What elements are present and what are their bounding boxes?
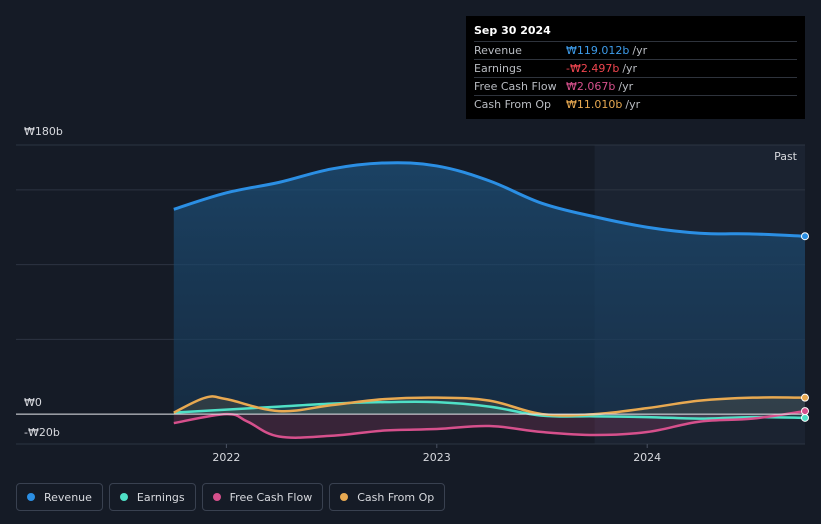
legend-dot-icon [119, 493, 128, 501]
legend-dot-icon [27, 493, 35, 501]
x-tick-label: 2023 [423, 451, 451, 464]
legend-label: Revenue [44, 490, 92, 504]
y-tick-label: ₩180b [24, 125, 63, 138]
tooltip-unit: /yr [622, 62, 638, 75]
legend: Revenue Earnings Free Cash Flow Cash Fro… [16, 483, 446, 511]
free-cash-flow-end-point [801, 407, 809, 416]
legend-dot-icon [212, 493, 221, 501]
revenue-end-point [801, 232, 809, 241]
tooltip-label: Revenue [474, 44, 522, 57]
chart-area: Past ₩180b ₩0 -₩20b 2022 2023 2024 [16, 125, 809, 464]
tooltip-row-free-cash-flow: Free Cash Flow ₩2.067b /yr [474, 77, 797, 95]
legend-item-cash-from-op[interactable]: Cash From Op [329, 483, 446, 511]
x-tick-label: 2024 [633, 451, 661, 464]
revenue-area [173, 162, 806, 415]
tooltip-unit: /yr [625, 98, 641, 111]
legend-item-free-cash-flow[interactable]: Free Cash Flow [201, 483, 324, 511]
tooltip-row-earnings: Earnings -₩2.497b /yr [474, 59, 797, 77]
legend-label: Earnings [136, 490, 185, 504]
tooltip-value: ₩119.012b [566, 44, 630, 57]
tooltip-label: Free Cash Flow [474, 80, 557, 93]
earnings-line [173, 400, 806, 420]
tooltip-label: Cash From Op [474, 98, 552, 111]
legend-item-revenue[interactable]: Revenue [16, 483, 103, 511]
tooltip-value: ₩2.067b [566, 80, 616, 93]
legend-label: Cash From Op [357, 490, 435, 504]
tooltip-unit: /yr [618, 80, 634, 93]
tooltip-label: Earnings [474, 62, 522, 75]
tooltip: Sep 30 2024 Revenue ₩119.012b /yr Earnin… [466, 16, 805, 119]
past-label: Past [774, 150, 798, 163]
tooltip-row-revenue: Revenue ₩119.012b /yr [474, 41, 797, 59]
earnings-end-point [801, 413, 809, 422]
y-tick-label: -₩20b [24, 426, 60, 439]
legend-dot-icon [340, 493, 349, 501]
cash-from-op-line [173, 395, 806, 417]
x-tick-label: 2022 [212, 451, 240, 464]
free-cash-flow-line [173, 409, 806, 439]
tooltip-row-cash-from-op: Cash From Op ₩11.010b /yr [474, 95, 797, 113]
tooltip-value: -₩2.497b [566, 62, 620, 75]
y-tick-label: ₩0 [24, 396, 42, 409]
tooltip-unit: /yr [632, 44, 648, 57]
legend-item-earnings[interactable]: Earnings [108, 483, 196, 511]
legend-label: Free Cash Flow [229, 490, 313, 504]
cash-from-op-end-point [801, 393, 809, 402]
revenue-line [173, 161, 806, 238]
tooltip-date: Sep 30 2024 [474, 24, 551, 37]
tooltip-value: ₩11.010b [566, 98, 623, 111]
